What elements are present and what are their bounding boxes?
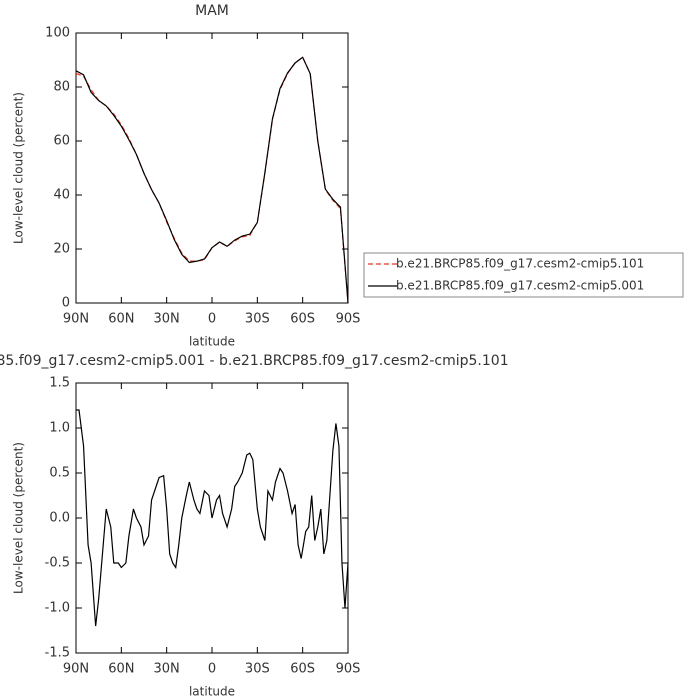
data-line bbox=[76, 409, 349, 627]
y-tick-label: -0.5 bbox=[45, 556, 70, 571]
legend-label: b.e21.BRCP85.f09_g17.cesm2-cmip5.001 bbox=[396, 279, 644, 293]
x-tick-label: 0 bbox=[208, 312, 216, 327]
y-tick-label: 0.5 bbox=[49, 466, 70, 481]
y-tick-label: -1.0 bbox=[45, 601, 70, 616]
x-tick-label: 90S bbox=[336, 662, 361, 677]
x-axis-label: latitude bbox=[189, 335, 235, 349]
x-axis-label: latitude bbox=[189, 685, 235, 699]
x-tick-label: 90N bbox=[63, 312, 89, 327]
chart-title: MAM bbox=[195, 3, 229, 19]
y-tick-label: 60 bbox=[53, 134, 70, 149]
plot-frame bbox=[75, 382, 349, 654]
x-tick-label: 90S bbox=[336, 312, 361, 327]
y-tick-label: 40 bbox=[53, 188, 70, 203]
y-axis-label: Low-level cloud (percent) bbox=[12, 442, 26, 594]
chart-title: b.e21.BRCP85.f09_g17.cesm2-cmip5.001 - b… bbox=[0, 353, 509, 369]
y-tick-label: 1.5 bbox=[49, 376, 70, 391]
data-line bbox=[75, 56, 349, 304]
x-tick-label: 90N bbox=[63, 662, 89, 677]
y-tick-label: 100 bbox=[45, 26, 70, 41]
legend-label: b.e21.BRCP85.f09_g17.cesm2-cmip5.101 bbox=[396, 257, 644, 271]
x-tick-label: 60S bbox=[290, 662, 315, 677]
y-axis-label: Low-level cloud (percent) bbox=[12, 92, 26, 244]
legend-box bbox=[363, 252, 684, 298]
x-tick-label: 60N bbox=[108, 662, 134, 677]
x-tick-label: 60N bbox=[108, 312, 134, 327]
y-tick-label: 0.0 bbox=[49, 511, 70, 526]
y-tick-label: 1.0 bbox=[49, 421, 70, 436]
x-tick-label: 0 bbox=[208, 662, 216, 677]
y-tick-label: 20 bbox=[53, 242, 70, 257]
x-tick-label: 30S bbox=[245, 662, 270, 677]
x-tick-label: 60S bbox=[290, 312, 315, 327]
data-line bbox=[75, 56, 349, 304]
x-tick-label: 30N bbox=[154, 662, 180, 677]
x-tick-label: 30S bbox=[245, 312, 270, 327]
x-tick-label: 30N bbox=[154, 312, 180, 327]
plot-frame bbox=[75, 32, 349, 304]
y-tick-label: 80 bbox=[53, 80, 70, 95]
y-tick-label: 0 bbox=[62, 296, 70, 311]
y-tick-label: -1.5 bbox=[45, 646, 70, 661]
